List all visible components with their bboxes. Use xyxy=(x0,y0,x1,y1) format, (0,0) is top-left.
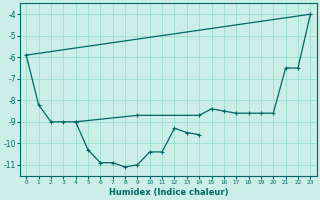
X-axis label: Humidex (Indice chaleur): Humidex (Indice chaleur) xyxy=(108,188,228,197)
